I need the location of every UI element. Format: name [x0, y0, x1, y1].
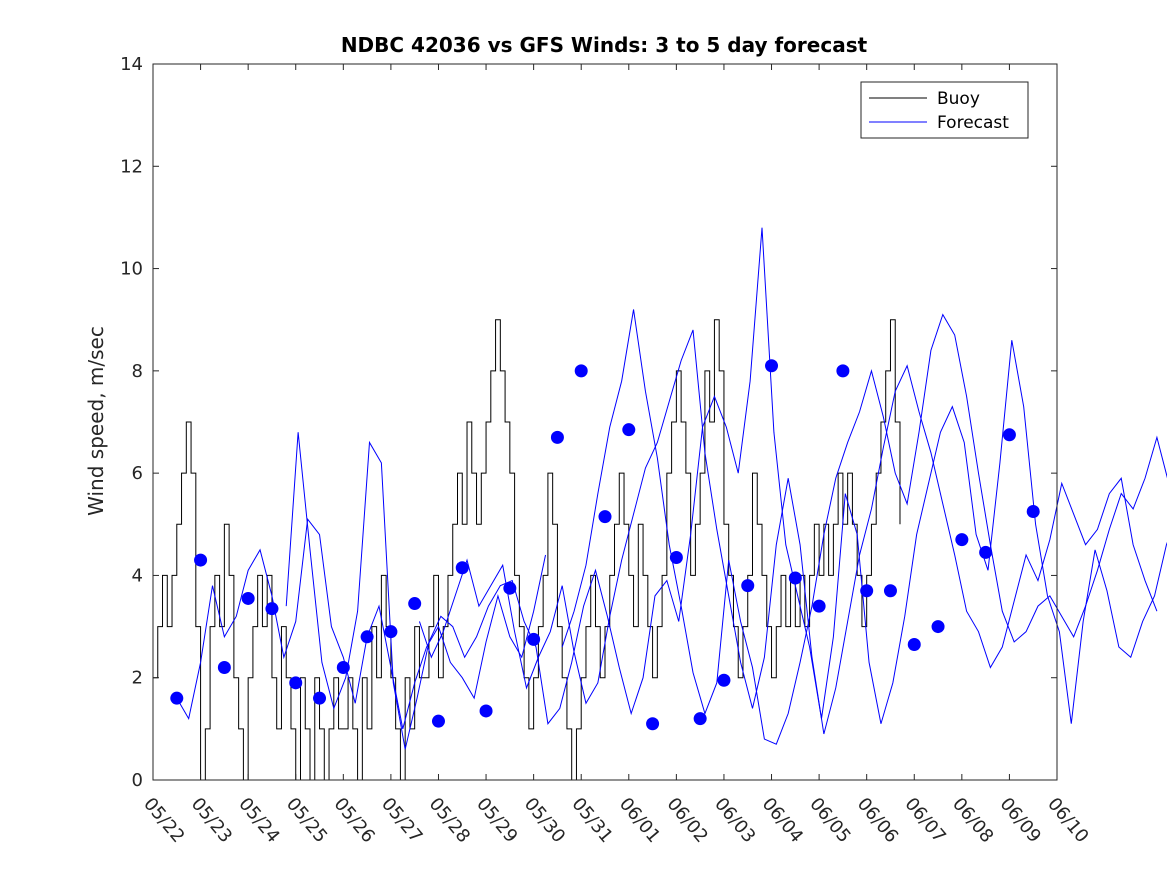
forecast-marker [408, 597, 422, 611]
forecast-marker [241, 591, 255, 605]
marker-layer [170, 359, 1040, 731]
forecast-marker [265, 602, 279, 616]
forecast-marker [384, 625, 398, 639]
forecast-marker [907, 637, 921, 651]
forecast-marker [550, 430, 564, 444]
forecast-marker [931, 620, 945, 634]
y-tick-label: 4 [132, 565, 143, 586]
forecast-marker [360, 630, 374, 644]
legend: Buoy Forecast [860, 81, 1029, 139]
forecast-marker [194, 553, 208, 567]
forecast-marker [1002, 428, 1016, 442]
forecast-marker [812, 599, 826, 613]
forecast-marker [170, 691, 184, 705]
forecast-marker [693, 712, 707, 726]
series-layer [153, 227, 1167, 781]
forecast-marker [622, 423, 636, 437]
forecast-marker [598, 510, 612, 524]
forecast-marker [431, 714, 445, 728]
forecast-series-line [561, 309, 1167, 745]
forecast-series-line [285, 227, 1167, 750]
y-tick-label: 10 [120, 259, 143, 280]
forecast-marker [503, 581, 517, 595]
buoy-series-line [153, 319, 901, 781]
forecast-marker [883, 584, 897, 598]
forecast-series-line [418, 329, 1158, 735]
forecast-marker [741, 579, 755, 593]
forecast-marker [717, 673, 731, 687]
forecast-marker [788, 571, 802, 585]
forecast-marker [527, 632, 541, 646]
y-tick-label: 14 [120, 54, 143, 75]
legend-buoy-label: Buoy [937, 89, 980, 109]
forecast-marker [455, 561, 469, 575]
legend-forecast-label: Forecast [937, 113, 1009, 133]
legend-box [860, 81, 1029, 139]
y-tick-label: 6 [132, 463, 143, 484]
forecast-marker [217, 660, 231, 674]
y-tick-label: 0 [132, 770, 143, 791]
forecast-marker [765, 359, 779, 373]
y-tick-label: 8 [132, 361, 143, 382]
y-tick-label: 12 [120, 156, 143, 177]
forecast-marker [955, 533, 969, 547]
forecast-marker [669, 551, 683, 565]
plot-border [152, 63, 1058, 781]
chart-title: NDBC 42036 vs GFS Winds: 3 to 5 day fore… [341, 33, 868, 57]
forecast-marker [1026, 505, 1040, 518]
forecast-marker [313, 691, 327, 705]
forecast-marker [646, 717, 660, 731]
forecast-series-line [176, 517, 547, 729]
forecast-marker [336, 660, 350, 674]
y-axis-label: Wind speed, m/sec [84, 326, 108, 516]
forecast-marker [479, 704, 493, 718]
forecast-marker [574, 364, 588, 378]
forecast-marker [289, 676, 303, 690]
forecast-marker [979, 545, 993, 559]
forecast-marker [860, 584, 874, 598]
forecast-marker [836, 364, 850, 378]
y-tick-label: 2 [132, 668, 143, 689]
